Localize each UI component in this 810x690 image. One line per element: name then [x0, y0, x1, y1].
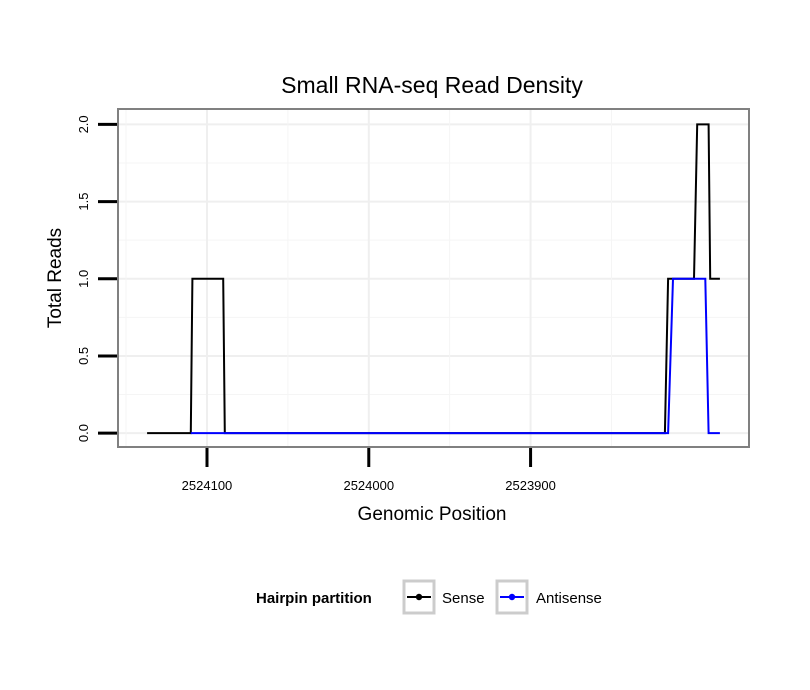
legend-item-sense: Sense	[402, 579, 485, 615]
y-tick-label-4: 2.0	[76, 115, 91, 133]
legend-title: Hairpin partition	[256, 590, 372, 607]
y-tick-label-3: 1.5	[76, 193, 91, 211]
y-tick-label-1: 0.5	[76, 347, 91, 365]
series-line-sense	[147, 123, 720, 435]
x-axis-title: Genomic Position	[358, 504, 507, 525]
y-tick-label-2: 1.0	[76, 270, 91, 288]
x-tick-label-2: 2523900	[505, 478, 556, 493]
legend-marker-sense	[415, 593, 423, 601]
legend: Hairpin partition Sense Antisense	[256, 579, 602, 615]
x-tick-label-1: 2524000	[343, 478, 394, 493]
legend-item-antisense: Antisense	[495, 579, 602, 615]
chart-title: Small RNA-seq Read Density	[281, 72, 583, 98]
series-line-antisense	[190, 277, 720, 435]
y-axis-title: Total Reads	[45, 228, 66, 328]
legend-marker-antisense	[508, 593, 516, 601]
plot-border	[117, 108, 750, 448]
legend-label-sense: Sense	[442, 590, 485, 607]
plot-area: 0.0 0.5 1.0 1.5 2.0 2524100 2524000 2523900	[76, 108, 750, 493]
y-tick-label-0: 0.0	[76, 424, 91, 442]
x-tick-label-0: 2524100	[182, 478, 233, 493]
legend-label-antisense: Antisense	[536, 590, 602, 607]
